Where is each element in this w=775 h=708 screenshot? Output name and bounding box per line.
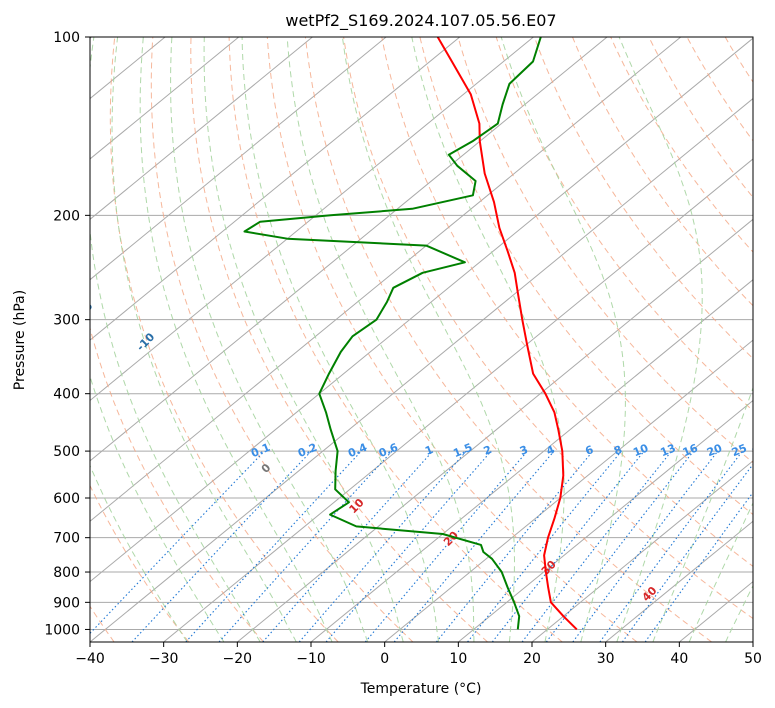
moist-adiabat bbox=[500, 37, 626, 642]
profile-series bbox=[243, 37, 578, 631]
dry-adiabat bbox=[533, 37, 753, 360]
x-tick-label: 0 bbox=[380, 651, 389, 667]
dry-adiabat bbox=[109, 37, 339, 642]
mixing-ratio-label: 10 bbox=[631, 441, 650, 459]
mixing-ratio-label: 30 bbox=[750, 441, 769, 459]
isotherm-line bbox=[90, 37, 240, 160]
mixing-ratio-label: 20 bbox=[705, 441, 724, 459]
moist-adiabat bbox=[111, 37, 297, 642]
x-tick-label: 20 bbox=[523, 651, 541, 667]
mixing-ratio-line bbox=[545, 450, 695, 642]
moist-adiabat bbox=[241, 37, 439, 642]
chart-title: wetPf2_S169.2024.107.05.56.E07 bbox=[285, 11, 556, 31]
y-tick-label: 500 bbox=[53, 444, 80, 460]
y-tick-label: 700 bbox=[53, 531, 80, 547]
y-tick-label: 600 bbox=[53, 491, 80, 507]
dry-adiabat bbox=[457, 37, 753, 464]
mixing-ratio-line bbox=[521, 450, 672, 642]
moist-adiabat bbox=[90, 464, 188, 642]
mixing-ratio-label: 1 bbox=[423, 443, 435, 458]
isotherm-line bbox=[237, 218, 753, 642]
dry-adiabat bbox=[419, 37, 753, 516]
isotherm-line bbox=[384, 339, 753, 642]
mixing-ratio-line bbox=[435, 450, 594, 642]
moist-adiabat bbox=[616, 37, 703, 642]
moist-adiabat bbox=[90, 374, 225, 642]
dry-adiabat bbox=[266, 37, 638, 642]
x-tick-label: −40 bbox=[75, 651, 105, 667]
axes: −40 −30 −20 −10 0 10 20 30 40 50 100 200 300 400 500 60… bbox=[44, 30, 762, 667]
mixing-ratio-label: 8 bbox=[612, 443, 624, 458]
dry-adiabat bbox=[304, 37, 712, 642]
plot-frame bbox=[89, 36, 754, 643]
dry-adiabat bbox=[648, 37, 753, 199]
dry-adiabat bbox=[90, 326, 264, 642]
isotherm-line bbox=[531, 460, 753, 642]
moist-adiabat bbox=[411, 37, 565, 642]
y-tick-label: 300 bbox=[53, 313, 80, 329]
isotherm-line bbox=[90, 37, 461, 341]
mixing-ratio-line bbox=[644, 491, 753, 642]
moist-adiabat bbox=[341, 37, 516, 642]
isotherm-line bbox=[605, 520, 753, 642]
dry-adiabat bbox=[572, 37, 753, 307]
mixing-ratio-label: 13 bbox=[659, 442, 678, 460]
isotherm-line bbox=[90, 37, 534, 402]
x-tick-label: −20 bbox=[223, 651, 253, 667]
isotherm-line bbox=[458, 399, 753, 642]
background-lines bbox=[90, 37, 753, 642]
moist-adiabat bbox=[139, 37, 333, 642]
mixing-ratio-line bbox=[364, 450, 528, 642]
mixing-ratio-line bbox=[621, 463, 753, 642]
y-axis-title: Pressure (hPa) bbox=[12, 290, 28, 390]
mixing-ratio-label: 16 bbox=[681, 441, 700, 459]
y-tick-label: 900 bbox=[53, 595, 80, 611]
dry-adiabat-label: -20 bbox=[72, 299, 95, 322]
isotherm-line bbox=[90, 37, 387, 281]
isotherm-line bbox=[90, 37, 608, 462]
isotherm-line bbox=[310, 279, 753, 642]
mixing-ratio-label: 2 bbox=[482, 443, 494, 458]
y-tick-label: 400 bbox=[53, 387, 80, 403]
dry-adiabat bbox=[495, 37, 753, 412]
mixing-ratio-line bbox=[262, 450, 434, 642]
mixing-ratio-line bbox=[218, 450, 393, 642]
dewpoint-profile-line bbox=[243, 37, 542, 630]
x-axis-title: Temperature (°C) bbox=[360, 681, 482, 697]
mixing-ratio-line bbox=[90, 450, 265, 635]
mixing-ratio-line bbox=[467, 450, 622, 642]
x-tick-label: 40 bbox=[670, 651, 688, 667]
dry-adiabat bbox=[228, 37, 563, 642]
isotherm-line bbox=[90, 37, 753, 583]
moist-adiabat bbox=[90, 37, 261, 642]
isotherm-line bbox=[163, 158, 753, 642]
mixing-ratio-line bbox=[185, 450, 362, 642]
x-tick-label: −30 bbox=[149, 651, 179, 667]
isotherm-line bbox=[90, 37, 313, 220]
x-tick-label: 30 bbox=[597, 651, 615, 667]
mixing-ratio-label: 3 bbox=[518, 443, 530, 458]
y-tick-label: 800 bbox=[53, 565, 80, 581]
dry-adiabat bbox=[90, 484, 190, 642]
isotherm-line bbox=[90, 97, 753, 642]
temperature-profile-line bbox=[436, 37, 578, 631]
x-tick-label: −10 bbox=[296, 651, 326, 667]
x-tick-label: 50 bbox=[744, 651, 762, 667]
mixing-ratio-label: 25 bbox=[730, 442, 749, 460]
dry-adiabat bbox=[381, 37, 753, 568]
moist-adiabat bbox=[170, 37, 369, 642]
y-tick-label: 200 bbox=[53, 208, 80, 224]
moist-adiabat bbox=[203, 37, 404, 642]
dry-adiabat bbox=[150, 37, 414, 642]
mixing-ratio-line bbox=[393, 450, 555, 642]
y-tick-label: 1000 bbox=[44, 622, 80, 638]
dry-adiabat bbox=[343, 37, 753, 620]
isotherm-line bbox=[90, 37, 682, 522]
y-tick-label: 100 bbox=[53, 30, 80, 46]
moist-adiabat bbox=[286, 37, 475, 642]
x-tick-label: 10 bbox=[449, 651, 467, 667]
